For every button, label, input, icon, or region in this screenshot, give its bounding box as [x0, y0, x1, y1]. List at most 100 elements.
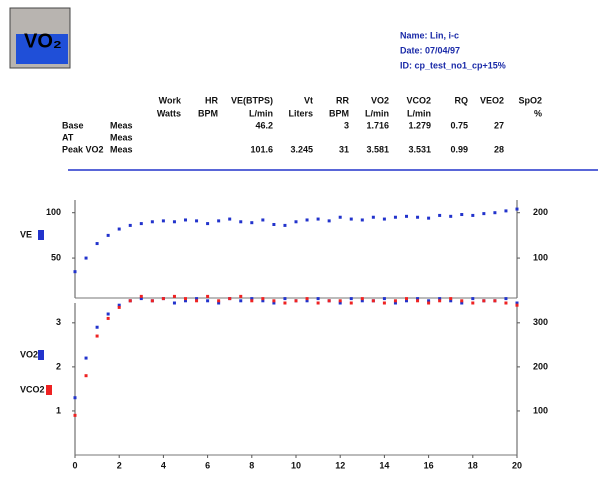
logo: VO₂ [24, 30, 62, 52]
point [139, 297, 143, 301]
point [515, 207, 519, 211]
point [195, 297, 199, 301]
row-label: AT [62, 132, 74, 142]
date: Date: 07/04/97 [400, 45, 460, 55]
point [382, 297, 386, 301]
point [427, 216, 431, 220]
point [84, 374, 88, 378]
column-header: L/min [365, 108, 389, 118]
point [393, 215, 397, 219]
x-tick-label: 6 [205, 460, 210, 470]
column-header: Liters [288, 108, 313, 118]
cell: 3.531 [408, 144, 431, 154]
point [427, 301, 431, 305]
point [172, 220, 176, 224]
column-header: VEO2 [480, 95, 504, 105]
point [261, 218, 265, 222]
column-header: VO2 [371, 95, 389, 105]
point [349, 297, 353, 301]
point [294, 299, 298, 303]
point [504, 297, 508, 301]
column-header: VE(BTPS) [231, 95, 273, 105]
point [172, 294, 176, 298]
point [482, 299, 486, 303]
point [239, 294, 243, 298]
column-header: RR [336, 95, 349, 105]
point [195, 299, 199, 303]
column-header: Watts [157, 108, 181, 118]
point [338, 215, 342, 219]
point [250, 299, 254, 303]
point [117, 303, 121, 307]
point [405, 299, 408, 303]
point [195, 219, 199, 223]
y-tick-label: 50 [51, 252, 61, 262]
y-tick-label: 2 [56, 361, 61, 371]
point [206, 222, 210, 226]
cell: 27 [494, 120, 504, 130]
id: ID: cp_test_no1_cp+15% [400, 60, 506, 70]
y-tick-label: 1 [56, 405, 61, 415]
point [84, 256, 88, 260]
point [117, 305, 121, 309]
point [438, 213, 442, 217]
point [305, 218, 309, 222]
column-header: BPM [329, 108, 349, 118]
point [239, 220, 243, 224]
point [327, 219, 331, 223]
cell: 0.75 [450, 120, 468, 130]
point [272, 299, 276, 303]
point [360, 299, 364, 303]
point [272, 223, 276, 226]
x-tick-label: 0 [72, 460, 77, 470]
y-tick-label: 3 [56, 317, 61, 327]
point [393, 299, 397, 303]
y2-tick-label: 100 [533, 405, 548, 415]
cell: 31 [339, 144, 349, 154]
cell: 1.716 [366, 120, 389, 130]
x-tick-label: 18 [468, 460, 478, 470]
point [84, 356, 88, 360]
point [161, 219, 165, 223]
row-kind: Meas [110, 132, 133, 142]
point [139, 222, 143, 226]
point [382, 217, 386, 221]
x-tick-label: 14 [379, 460, 389, 470]
x-tick-label: 4 [161, 460, 166, 470]
point [184, 218, 187, 222]
point [515, 303, 519, 307]
point [95, 325, 99, 329]
point [206, 294, 210, 298]
point [482, 212, 486, 216]
point [416, 297, 420, 301]
column-header: RQ [455, 95, 469, 105]
point [449, 297, 453, 301]
point [405, 214, 408, 218]
x-tick-label: 8 [249, 460, 254, 470]
point [449, 214, 453, 218]
point [504, 301, 508, 305]
point [305, 299, 309, 303]
column-header: L/min [249, 108, 273, 118]
point [206, 299, 210, 303]
point [283, 297, 287, 301]
point [272, 301, 276, 305]
x-tick-label: 16 [424, 460, 434, 470]
point [460, 213, 464, 217]
x-tick-label: 10 [291, 460, 301, 470]
logo-band [16, 34, 68, 64]
point [371, 299, 375, 303]
cell: 3.245 [290, 144, 313, 154]
x-tick-label: 12 [335, 460, 345, 470]
point [349, 301, 353, 305]
cell: 0.99 [450, 144, 468, 154]
point [471, 213, 475, 217]
point [128, 223, 132, 227]
point [471, 301, 475, 305]
name: Name: Lin, i-c [400, 30, 459, 40]
row-kind: Meas [110, 144, 133, 154]
legend-swatch [38, 350, 44, 360]
point [460, 299, 464, 303]
point [106, 233, 110, 237]
